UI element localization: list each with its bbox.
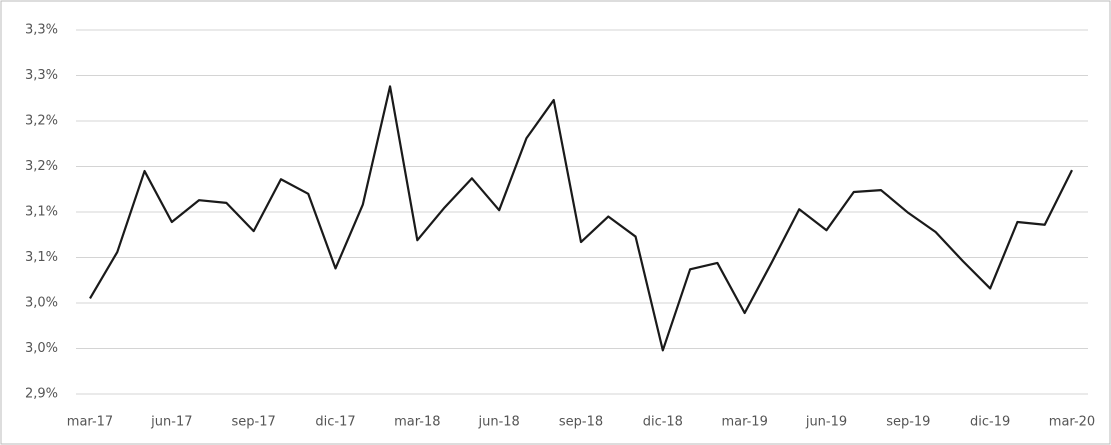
x-tick-label: jun-18 xyxy=(478,415,520,430)
x-tick-label: dic-18 xyxy=(643,415,683,430)
x-tick-label: jun-17 xyxy=(150,415,192,430)
y-tick-label: 3,3% xyxy=(25,23,58,38)
x-tick-label: mar-18 xyxy=(394,415,440,430)
x-tick-label: mar-19 xyxy=(721,415,767,430)
line xyxy=(89,85,1073,352)
x-tick-label: sep-18 xyxy=(559,415,603,430)
y-tick-label: 3,2% xyxy=(25,159,58,174)
y-tick-label: 3,0% xyxy=(25,341,58,356)
y-tick-label: 3,1% xyxy=(25,205,58,220)
x-tick-label: jun-19 xyxy=(805,415,847,430)
x-tick-label: sep-19 xyxy=(886,415,930,430)
y-tick-label: 3,1% xyxy=(25,250,58,265)
y-tick-label: 3,0% xyxy=(25,296,58,311)
x-tick-label: sep-17 xyxy=(232,415,276,430)
x-tick-label: dic-17 xyxy=(315,415,355,430)
y-tick-label: 3,3% xyxy=(25,68,58,83)
x-tick-label: mar-20 xyxy=(1049,415,1095,430)
y-tick-label: 3,2% xyxy=(25,114,58,129)
x-tick-label: mar-17 xyxy=(67,415,113,430)
x-tick-label: dic-19 xyxy=(970,415,1010,430)
y-tick-label: 2,9% xyxy=(25,387,58,402)
